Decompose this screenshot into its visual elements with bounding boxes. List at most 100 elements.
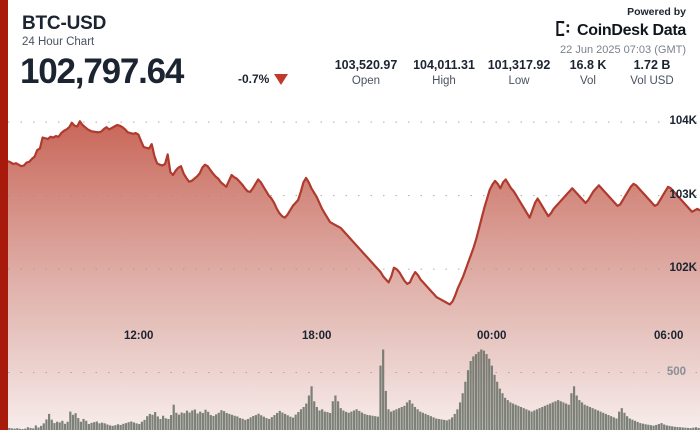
- volume-bar: [69, 411, 72, 430]
- volume-bar: [456, 409, 459, 430]
- volume-bar: [260, 415, 263, 430]
- volume-bar: [175, 412, 178, 430]
- volume-bar: [101, 422, 104, 430]
- volume-bar: [429, 416, 432, 430]
- stat-value: 101,317.92: [487, 58, 551, 72]
- price-axis-tick: 102K: [669, 262, 698, 275]
- volume-bar: [167, 418, 170, 430]
- volume-bar: [286, 415, 289, 430]
- volume-bar: [244, 419, 247, 430]
- volume-bar: [199, 411, 202, 430]
- volume-bar: [85, 420, 88, 430]
- volume-bar: [13, 428, 16, 430]
- volume-bar: [628, 418, 631, 430]
- volume-bar: [143, 419, 146, 430]
- volume-bar: [193, 409, 197, 430]
- volume-bar: [610, 416, 613, 430]
- volume-bar: [461, 393, 464, 430]
- volume-bar: [302, 407, 305, 430]
- last-price: 102,797.64: [20, 52, 184, 91]
- volume-bar: [612, 417, 615, 430]
- volume-bar: [397, 408, 401, 430]
- volume-bar: [230, 414, 234, 430]
- volume-bar: [562, 402, 565, 430]
- volume-bar: [546, 404, 549, 430]
- volume-bar: [10, 428, 14, 430]
- volume-bar: [209, 415, 212, 430]
- volume-bar: [307, 395, 311, 430]
- volume-bar: [697, 427, 700, 430]
- volume-bar: [469, 361, 472, 430]
- stat-label: Open: [351, 75, 381, 87]
- volume-bar: [169, 415, 173, 430]
- volume-bar: [172, 404, 175, 430]
- stat-high: 104,011.31 High: [407, 58, 481, 87]
- chart-subtitle: 24 Hour Chart: [22, 36, 95, 48]
- volume-bar: [268, 418, 271, 430]
- stat-open: 103,520.97 Open: [325, 58, 407, 87]
- volume-bar: [16, 428, 19, 430]
- volume-bar: [557, 400, 560, 430]
- volume-bar: [620, 408, 623, 430]
- volume-bar: [411, 403, 414, 430]
- volume-bar: [360, 412, 364, 430]
- volume-bar: [392, 410, 395, 430]
- price-change-pct: -0.7%: [238, 72, 270, 86]
- time-axis-tick: 06:00: [654, 330, 684, 342]
- stat-low: 101,317.92 Low: [481, 58, 557, 87]
- volume-bar: [154, 412, 157, 430]
- volume-bar: [443, 419, 446, 430]
- volume-bar: [140, 421, 143, 430]
- volume-bar: [588, 407, 592, 430]
- volume-bar: [318, 410, 321, 430]
- volume-bar: [37, 427, 40, 430]
- volume-bar: [684, 427, 687, 430]
- volume-bar: [633, 420, 637, 430]
- volume-bar: [297, 412, 300, 430]
- volume-bar: [578, 400, 581, 430]
- stat-label: Vol USD: [630, 75, 674, 87]
- volume-bar: [191, 410, 194, 430]
- volume-bar: [183, 413, 186, 430]
- volume-bar: [265, 418, 268, 430]
- volume-bar: [55, 421, 59, 430]
- volume-bar: [103, 423, 106, 430]
- volume-bar: [336, 401, 340, 430]
- volume-bar: [146, 416, 149, 430]
- volume-bar: [692, 427, 695, 430]
- volume-bar: [527, 410, 531, 430]
- volume-bar: [649, 425, 653, 430]
- volume-bar: [530, 411, 533, 430]
- stat-label: High: [432, 75, 456, 87]
- volume-bar: [403, 405, 406, 430]
- volume-bar: [472, 356, 475, 430]
- volume-bar: [291, 417, 295, 430]
- volume-bar: [363, 413, 366, 430]
- volume-bar: [77, 418, 80, 430]
- volume-bar: [657, 424, 660, 430]
- volume-bar: [294, 414, 297, 430]
- volume-bar: [419, 411, 422, 430]
- volume-bar: [114, 425, 117, 430]
- stat-label: Vol: [580, 75, 596, 87]
- volume-bar: [652, 425, 655, 430]
- volume-bar: [283, 413, 287, 430]
- brand-name: CoinDesk Data: [576, 22, 686, 39]
- volume-bar: [212, 415, 215, 430]
- volume-bar: [644, 424, 647, 430]
- volume-bar: [665, 425, 668, 430]
- volume-bar: [453, 413, 456, 430]
- volume-bar: [440, 419, 443, 430]
- volume-bar: [225, 412, 228, 430]
- chart-canvas[interactable]: [0, 96, 700, 430]
- volume-bar: [445, 420, 448, 430]
- volume-bar: [673, 426, 676, 430]
- branding: Powered by CoinDesk Data 22 Jun 2025 07:…: [556, 6, 686, 56]
- volume-bar: [660, 423, 663, 430]
- chart-header: BTC-USD 24 Hour Chart 102,797.64 -0.7% 1…: [0, 0, 700, 96]
- volume-bar: [347, 412, 350, 430]
- volume-bar: [482, 350, 486, 430]
- volume-bar: [424, 413, 427, 430]
- stat-vol: 16.8 K Vol: [557, 58, 619, 87]
- volume-bar: [42, 423, 45, 430]
